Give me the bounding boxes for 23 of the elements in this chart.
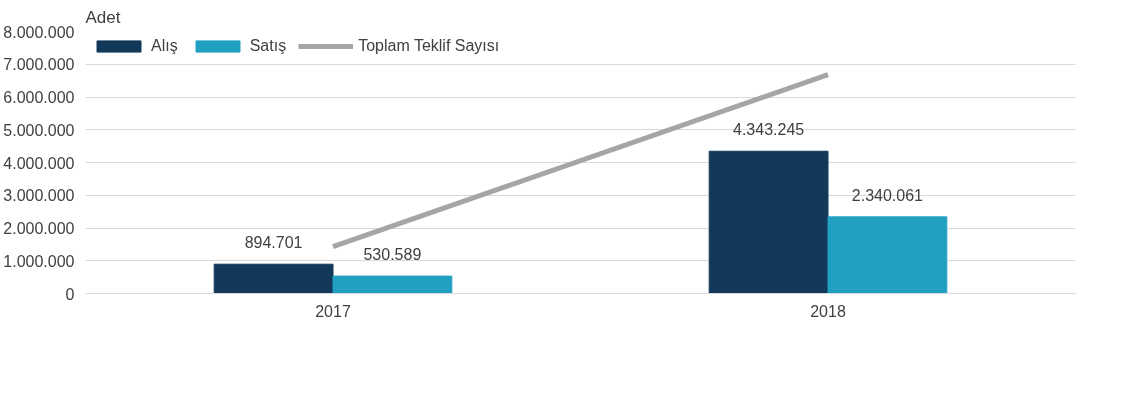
- y-tick-label: 1.000.000: [3, 252, 75, 270]
- data-label: 2.340.061: [851, 186, 924, 204]
- bar: [332, 275, 453, 294]
- bar: [708, 150, 829, 294]
- legend-label: Toplam Teklif Sayısı: [358, 37, 500, 55]
- data-label: 894.701: [244, 234, 303, 252]
- y-tick-label: 4.000.000: [3, 154, 75, 172]
- legend-label: Satış: [249, 37, 287, 55]
- bar: [827, 216, 948, 294]
- y-tick-label: 7.000.000: [3, 56, 75, 74]
- x-tick-label: 2017: [315, 302, 351, 320]
- y-tick-label: 2.000.000: [3, 220, 75, 237]
- bar: [213, 263, 334, 294]
- x-tick-label: 2018: [810, 302, 846, 320]
- y-tick-label: 5.000.000: [3, 121, 75, 139]
- y-axis-title: Adet: [85, 7, 121, 27]
- data-label: 530.589: [363, 246, 422, 264]
- y-tick-label: 6.000.000: [3, 89, 75, 106]
- y-tick-label: 8.000.000: [3, 23, 75, 41]
- y-tick-label: 0: [65, 285, 75, 303]
- legend-label: Alış: [151, 37, 178, 55]
- y-tick-label: 3.000.000: [3, 187, 75, 205]
- data-label: 4.343.245: [733, 121, 805, 139]
